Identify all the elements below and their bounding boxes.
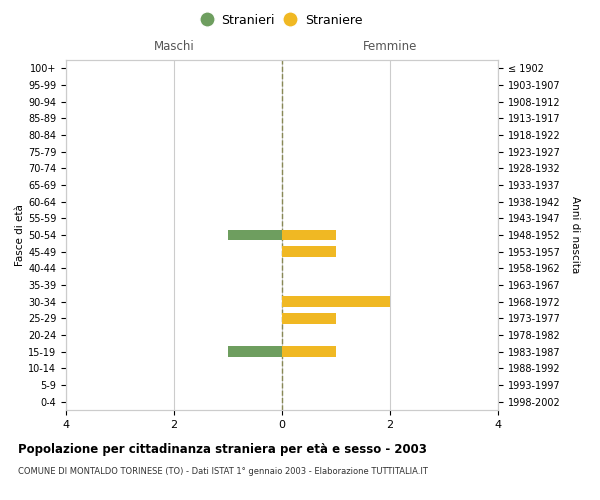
Y-axis label: Anni di nascita: Anni di nascita xyxy=(570,196,580,274)
Bar xyxy=(228,230,282,240)
Legend: Stranieri, Straniere: Stranieri, Straniere xyxy=(198,10,366,31)
Text: Femmine: Femmine xyxy=(363,40,417,53)
Bar xyxy=(282,246,336,257)
Bar xyxy=(282,313,336,324)
Text: COMUNE DI MONTALDO TORINESE (TO) - Dati ISTAT 1° gennaio 2003 - Elaborazione TUT: COMUNE DI MONTALDO TORINESE (TO) - Dati … xyxy=(18,468,428,476)
Text: Maschi: Maschi xyxy=(154,40,194,53)
Bar xyxy=(282,346,336,357)
Y-axis label: Fasce di età: Fasce di età xyxy=(15,204,25,266)
Text: Popolazione per cittadinanza straniera per età e sesso - 2003: Popolazione per cittadinanza straniera p… xyxy=(18,442,427,456)
Bar xyxy=(228,346,282,357)
Bar xyxy=(282,296,390,307)
Bar xyxy=(282,230,336,240)
